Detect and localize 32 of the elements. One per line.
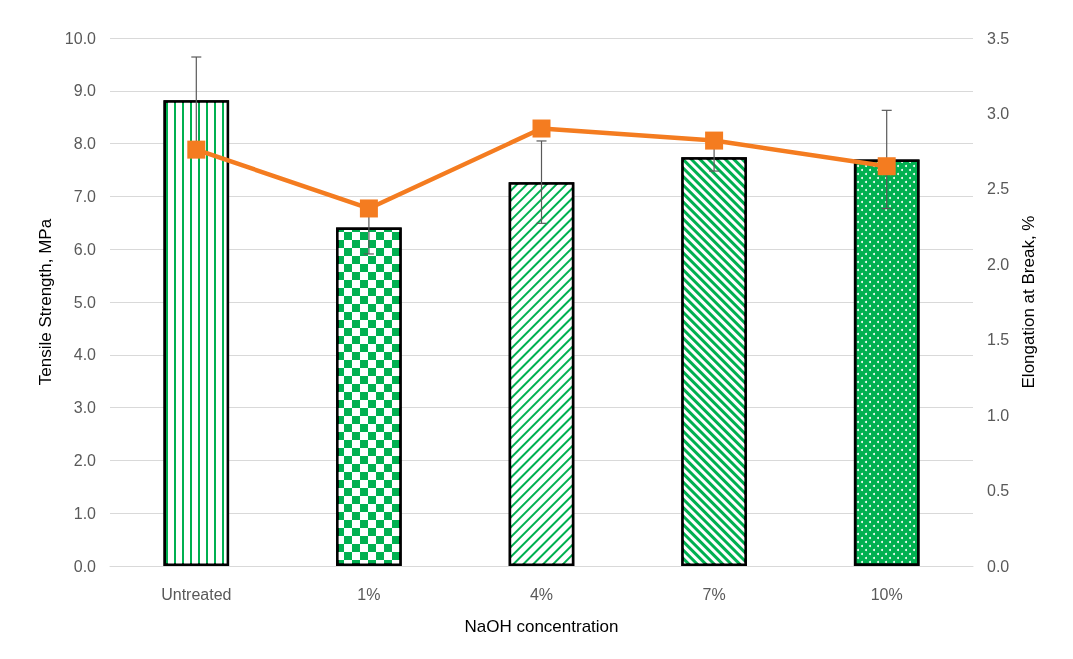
y-tick-label: 3.0 <box>73 399 97 417</box>
x-tick-label: Untreated <box>161 585 232 603</box>
y2-axis-title: Elongation at Break, % <box>1019 215 1039 389</box>
x-tick-label: 1% <box>357 585 381 603</box>
y2-tick-label: 1.0 <box>987 406 1010 424</box>
y-tick-label: 6.0 <box>73 240 97 258</box>
y2-tick-label: 2.0 <box>987 255 1010 273</box>
y-tick-label: 10.0 <box>64 29 97 47</box>
y2-tick-label: 0.0 <box>987 557 1010 575</box>
point <box>359 199 378 218</box>
y2-tick-label: 3.0 <box>987 104 1010 122</box>
y-tick-label: 2.0 <box>73 451 97 469</box>
y-axis-title: Tensile Strength, MPa <box>35 218 55 386</box>
y-tick-label: 4.0 <box>73 346 97 364</box>
y-tick-label: 7.0 <box>73 187 97 205</box>
point <box>187 140 206 159</box>
point <box>705 131 724 150</box>
y-tick-label: 0.0 <box>73 557 97 575</box>
x-axis-title: NaOH concentration <box>464 617 619 636</box>
y2-tick-label: 1.5 <box>987 331 1010 349</box>
x-tick-label: 4% <box>529 585 554 603</box>
y-tick-label: 1.0 <box>73 504 97 522</box>
y-tick-label: 5.0 <box>73 293 97 311</box>
x-tick-label: 7% <box>702 585 726 603</box>
y-tick-label: 9.0 <box>73 82 97 100</box>
point <box>877 157 896 176</box>
point <box>532 119 551 138</box>
y2-tick-label: 3.5 <box>987 29 1010 47</box>
y2-tick-label: 0.5 <box>987 482 1010 500</box>
y2-tick-label: 2.5 <box>987 180 1010 198</box>
y-tick-label: 8.0 <box>73 135 97 153</box>
x-tick-label: 10% <box>870 585 903 603</box>
